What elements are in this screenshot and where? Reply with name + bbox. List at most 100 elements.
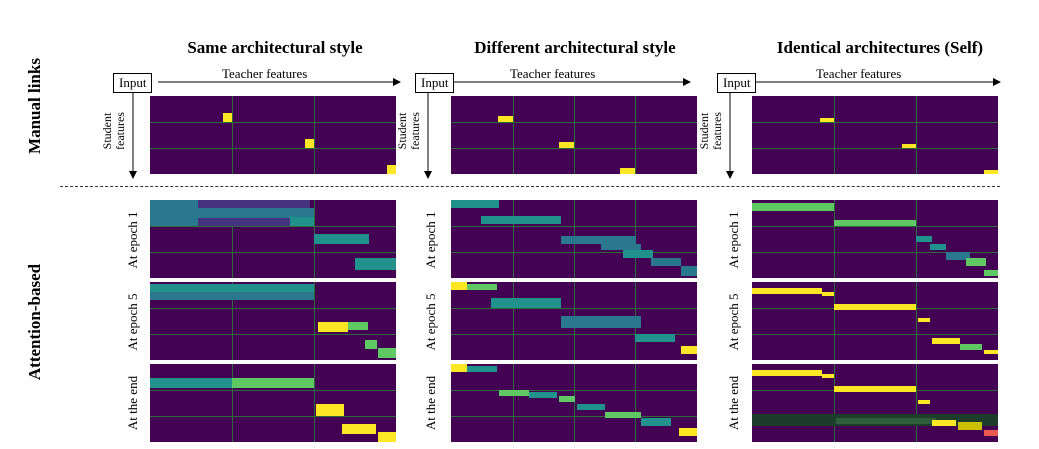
student-label-line1: Student (697, 112, 711, 150)
grid-line (232, 282, 233, 360)
student-label-line2: features (408, 112, 422, 150)
grid-line (451, 226, 697, 227)
attention-cell (232, 378, 314, 388)
attention-cell (150, 378, 232, 388)
attention-cell (559, 396, 575, 402)
heatmap-end-different (451, 364, 697, 442)
attention-cell (577, 404, 605, 410)
attention-cell (984, 350, 998, 354)
attention-cell (966, 258, 986, 266)
link-cell (498, 116, 513, 122)
attention-cell (651, 258, 681, 266)
grid-line (834, 364, 835, 442)
attention-cell (451, 364, 467, 372)
grid-line (916, 96, 917, 174)
attention-cell (834, 220, 916, 226)
grid-line (451, 390, 697, 391)
grid-line (232, 200, 233, 278)
epoch-label-5-different: At epoch 5 (423, 293, 438, 351)
attention-cell (958, 422, 982, 430)
epoch-label-5-same: At epoch 5 (125, 293, 140, 351)
attention-cell (451, 200, 499, 208)
attention-cell (561, 316, 641, 328)
grid-line (752, 226, 998, 227)
attention-cell (635, 334, 675, 342)
attention-cell (314, 234, 369, 244)
grid-line (150, 390, 396, 391)
grid-line (752, 122, 998, 123)
teacher-features-label-same: Teacher features (222, 66, 308, 81)
grid-line (314, 282, 315, 360)
link-cell (387, 165, 396, 174)
grid-line (752, 252, 998, 253)
attention-cell (960, 344, 982, 350)
heatmap-epoch1-identical (752, 200, 998, 278)
attention-cell (467, 366, 497, 372)
attention-cell (918, 318, 930, 322)
column-title-identical: Identical architectures (Self) (776, 38, 984, 57)
dashed-divider (60, 186, 1000, 187)
heatmap-end-same (150, 364, 396, 442)
grid-line (150, 416, 396, 417)
grid-line (513, 364, 514, 442)
student-features-label-identical: Student features (697, 101, 724, 161)
heatmap-epoch5-different (451, 282, 697, 360)
epoch-label-1-different: At epoch 1 (423, 211, 438, 269)
column-title-different: Different architectural style (474, 38, 676, 57)
grid-line (834, 282, 835, 360)
attention-cell (605, 412, 641, 418)
attention-cell (355, 258, 396, 270)
attention-cell (822, 292, 834, 296)
attention-cell (529, 392, 557, 398)
attention-cell (916, 236, 932, 242)
epoch-label-1-same: At epoch 1 (125, 211, 140, 269)
grid-line (451, 416, 697, 417)
grid-line (150, 122, 396, 123)
attention-cell (150, 292, 314, 300)
grid-line (451, 252, 697, 253)
grid-line (451, 122, 697, 123)
heatmap-end-identical (752, 364, 998, 442)
link-cell (984, 170, 998, 174)
input-box-identical: Input (717, 73, 757, 93)
attention-cell (342, 424, 376, 434)
attention-cell (348, 322, 368, 330)
grid-line (834, 96, 835, 174)
link-cell (223, 113, 232, 122)
attention-cell (491, 298, 561, 308)
grid-line (574, 364, 575, 442)
epoch-label-end-different: At the end (423, 375, 438, 431)
attention-cell (834, 304, 916, 310)
grid-line (451, 148, 697, 149)
heatmap-epoch1-same (150, 200, 396, 278)
grid-line (574, 96, 575, 174)
attention-cell (984, 430, 998, 436)
column-title-same: Same architectural style (187, 38, 363, 57)
attention-cell (641, 418, 671, 426)
attention-cell (150, 284, 314, 292)
attention-cell (150, 208, 314, 218)
attention-cell (834, 386, 916, 392)
epoch-label-5-identical: At epoch 5 (726, 293, 741, 351)
student-label-line1: Student (395, 112, 409, 150)
link-cell (820, 118, 834, 122)
link-cell (559, 142, 574, 148)
student-features-label-different: Student features (395, 101, 422, 161)
grid-line (150, 148, 396, 149)
attention-cell (946, 252, 970, 260)
link-cell (620, 168, 635, 174)
epoch-label-1-identical: At epoch 1 (726, 211, 741, 269)
attention-cell (561, 236, 636, 244)
grid-line (451, 334, 697, 335)
student-label-line2: features (710, 112, 724, 150)
attention-cell (681, 346, 697, 354)
grid-line (916, 364, 917, 442)
teacher-features-label-different: Teacher features (510, 66, 596, 81)
attention-cell (290, 217, 314, 226)
input-box-same: Input (113, 73, 153, 93)
attention-cell (752, 203, 834, 211)
attention-cell (918, 400, 930, 404)
attention-cell (467, 284, 497, 290)
